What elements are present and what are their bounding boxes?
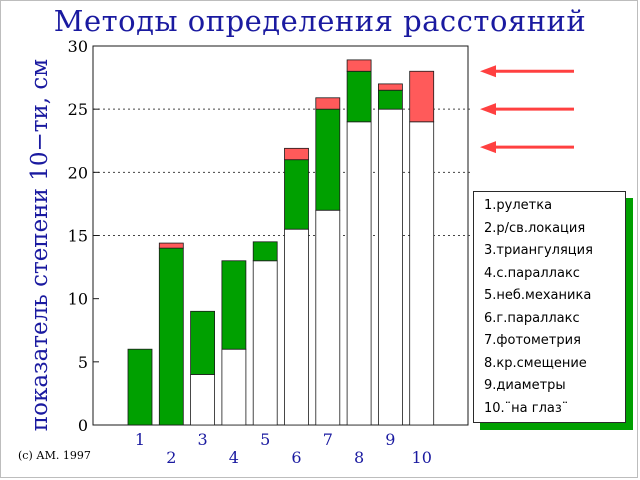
bar-segment [252,260,278,426]
y-tick-label: 10 [68,290,88,309]
arrow-head-icon [480,141,496,154]
x-tick-label: 9 [385,430,395,449]
legend-item: 10.¨на глаз¨ [484,400,569,416]
x-tick-label: 7 [323,430,333,449]
copyright-note: (c) АМ. 1997 [18,449,91,462]
bar-segment [315,209,341,426]
bar-segment [127,348,153,426]
bar-segment [190,310,216,375]
bar-segment [221,260,247,350]
bar-segment [190,374,216,426]
bar-segment [252,241,278,262]
y-tick-label: 20 [68,163,88,182]
legend-item: 5.неб.механика [484,288,592,303]
plot-area [92,45,469,426]
x-tick-label: 1 [135,430,145,449]
y-tick-label: 5 [78,353,88,372]
bar-segment [377,89,403,110]
bar-segment [377,108,403,426]
x-tick-label: 5 [260,430,270,449]
y-tick-label: 0 [78,416,88,435]
legend-item: 4.с.параллакс [484,265,580,281]
legend-item: 6.г.параллакс [484,310,580,326]
bar-segment [377,83,403,91]
bar-segment [284,159,309,230]
legend-item: 3.триангуляция [484,243,593,258]
bar-segment [221,348,247,426]
y-tick-label: 15 [68,227,88,246]
bar-segment [315,97,341,110]
arrow-head-icon [480,65,496,78]
x-tick-label: 10 [412,448,432,467]
bar-segment [284,228,309,426]
bar-segment [346,70,372,123]
bar-segment [158,247,184,426]
y-tick-label: 30 [68,37,88,56]
legend-item: 2.р/св.локация [484,220,586,236]
bar-segment [409,70,435,123]
bar-segment [284,147,309,161]
legend-item: 8.кр.смещение [484,355,587,371]
bar-segment [158,242,184,249]
legend-item: 9.диаметры [484,378,566,393]
bar-segment [346,121,372,426]
legend: 1.рулетка 2.р/св.локация 3.триангуляция 4.с… [473,191,626,423]
bar-segment [409,121,435,426]
chart-title: Методы определения расстояний [53,4,587,38]
x-tick-label: 8 [354,448,364,467]
legend-item: 1.рулетка [484,198,553,213]
x-tick-label: 2 [166,448,176,467]
bar-segment [346,59,372,72]
legend-item: 7.фотометрия [484,333,581,348]
x-tick-label: 3 [198,430,208,449]
arrow-head-icon [480,103,496,116]
y-tick-label: 25 [68,100,88,119]
x-tick-label: 6 [291,448,301,467]
bar-segment [315,108,341,211]
x-tick-label: 4 [229,448,239,467]
